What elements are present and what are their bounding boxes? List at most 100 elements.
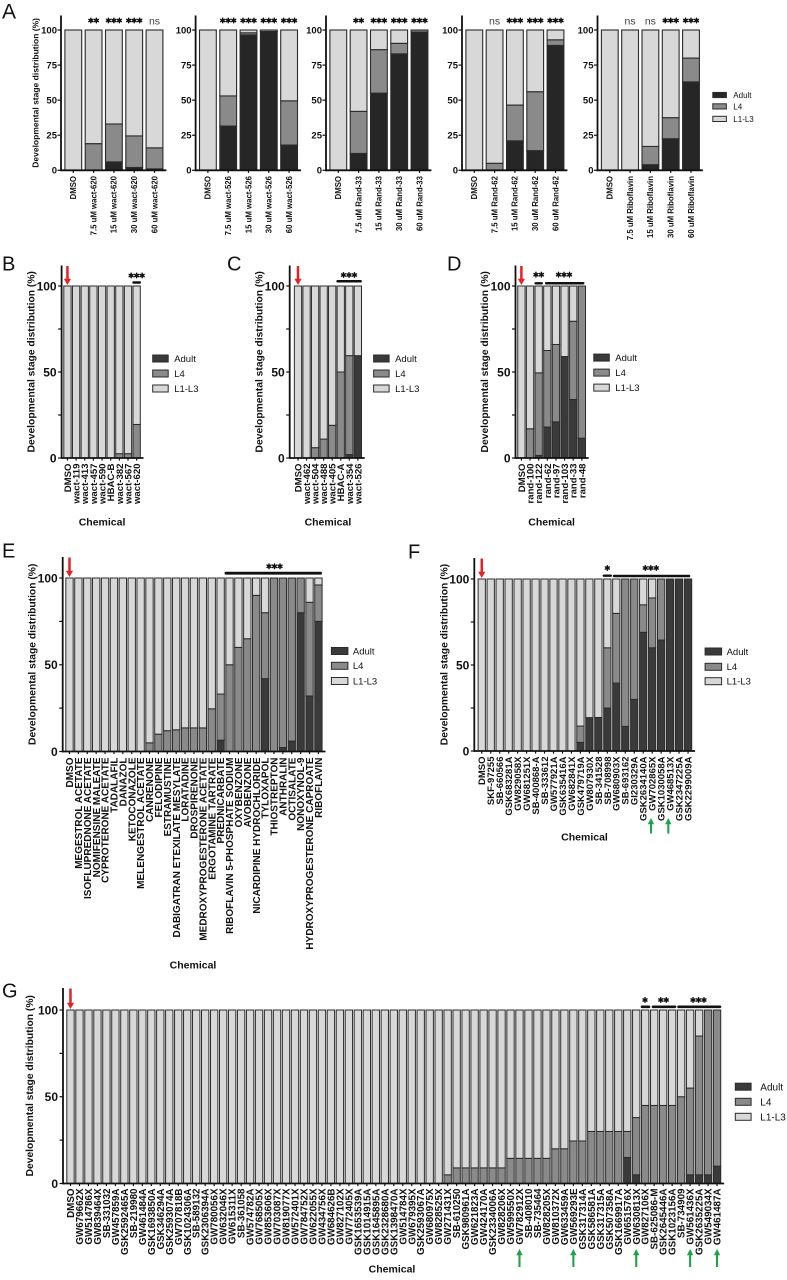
- svg-text:GSK2645446A: GSK2645446A: [659, 1189, 670, 1255]
- svg-text:GSK2635225A: GSK2635225A: [695, 1189, 706, 1255]
- svg-text:GSK586581A: GSK586581A: [587, 1189, 598, 1250]
- svg-text:100: 100: [176, 25, 192, 36]
- svg-text:SB-693162: SB-693162: [621, 757, 632, 805]
- svg-text:Developmental stage distributi: Developmental stage distribution (%): [27, 564, 38, 745]
- svg-text:GSK2334006A: GSK2334006A: [488, 1189, 499, 1255]
- svg-text:PREDNICARBATE: PREDNICARBATE: [216, 757, 227, 843]
- svg-text:L4: L4: [395, 369, 406, 380]
- svg-text:0: 0: [588, 166, 593, 177]
- svg-text:0: 0: [186, 166, 191, 177]
- svg-text:L1-L3: L1-L3: [615, 383, 639, 394]
- svg-text:GSK1645895A: GSK1645895A: [371, 1189, 382, 1255]
- svg-text:GSK317315A: GSK317315A: [596, 1189, 607, 1250]
- svg-text:GW768505X: GW768505X: [255, 1188, 266, 1245]
- svg-text:rand-122: rand-122: [534, 464, 545, 504]
- svg-text:SB-625086-M: SB-625086-M: [650, 1189, 661, 1250]
- svg-text:SB-400868-A: SB-400868-A: [531, 756, 542, 814]
- svg-text:Developmental stage distributi: Developmental stage distribution (%): [25, 995, 36, 1176]
- svg-text:7.5 uM Rand-62: 7.5 uM Rand-62: [490, 175, 499, 233]
- svg-text:DMSO: DMSO: [470, 176, 479, 199]
- svg-text:rand-103: rand-103: [560, 464, 571, 504]
- svg-text:GSK635416A: GSK635416A: [558, 756, 569, 815]
- svg-text:Adult: Adult: [615, 353, 637, 364]
- svg-text:GW457859A: GW457859A: [111, 1189, 122, 1246]
- svg-text:50: 50: [181, 96, 192, 107]
- svg-text:wact-354: wact-354: [345, 463, 356, 505]
- svg-text:7.5 uM wact-620: 7.5 uM wact-620: [89, 175, 98, 235]
- svg-text:60 uM Rand-62: 60 uM Rand-62: [551, 175, 560, 231]
- svg-text:GSK1669917A: GSK1669917A: [614, 1189, 625, 1255]
- svg-text:wact-526: wact-526: [353, 464, 364, 506]
- svg-text:rand-33: rand-33: [569, 464, 580, 499]
- svg-text:50: 50: [311, 96, 322, 107]
- svg-text:GW707818B: GW707818B: [174, 1189, 185, 1246]
- svg-text:LORATADINE: LORATADINE: [181, 757, 192, 821]
- svg-text:E: E: [2, 541, 15, 563]
- svg-text:SB-660566: SB-660566: [495, 757, 506, 805]
- svg-text:75: 75: [46, 61, 57, 72]
- svg-text:100: 100: [449, 572, 469, 586]
- svg-text:SB-708998: SB-708998: [603, 757, 614, 805]
- svg-text:GW271431X: GW271431X: [443, 1188, 454, 1245]
- svg-text:L4: L4: [727, 662, 738, 673]
- svg-text:75: 75: [447, 61, 458, 72]
- svg-text:CYPROTERONE ACETATE: CYPROTERONE ACETATE: [101, 757, 112, 883]
- svg-text:Chemical: Chemical: [561, 832, 608, 844]
- svg-text:wact-119: wact-119: [72, 464, 83, 505]
- svg-text:SB-331032: SB-331032: [102, 1188, 113, 1238]
- svg-text:DABIGATRAN ETEXILATE MESYLATE: DABIGATRAN ETEXILATE MESYLATE: [172, 757, 183, 937]
- svg-text:100: 100: [306, 25, 322, 36]
- svg-text:GSK317314A: GSK317314A: [578, 1189, 589, 1250]
- svg-text:GW807930X: GW807930X: [585, 756, 596, 811]
- svg-text:L4: L4: [174, 369, 185, 380]
- svg-text:FELODIPINE: FELODIPINE: [154, 757, 165, 817]
- svg-text:L4: L4: [733, 102, 742, 111]
- svg-text:Developmental stage distributi: Developmental stage distribution (%): [30, 18, 40, 168]
- svg-text:DMSO: DMSO: [517, 463, 528, 492]
- svg-text:GSK980961A: GSK980961A: [461, 1189, 472, 1250]
- svg-text:GW572401X: GW572401X: [291, 1188, 302, 1245]
- svg-text:GW828525X: GW828525X: [434, 1188, 445, 1245]
- svg-text:GW853606X: GW853606X: [264, 1188, 275, 1245]
- svg-text:Chemical: Chemical: [528, 517, 575, 529]
- svg-text:Developmental stage distributi: Developmental stage distribution (%): [254, 271, 265, 452]
- svg-text:ns: ns: [489, 16, 500, 28]
- svg-text:ISOFLUPREDNONE ACETATE: ISOFLUPREDNONE ACETATE: [83, 757, 94, 899]
- svg-text:rand-100: rand-100: [526, 464, 537, 504]
- svg-text:7.5 uM wact-526: 7.5 uM wact-526: [224, 175, 233, 235]
- svg-text:GW772405X: GW772405X: [344, 1188, 355, 1245]
- svg-text:RIBOFLAVIN 5-PHOSPHATE SODIUM: RIBOFLAVIN 5-PHOSPHATE SODIUM: [225, 758, 236, 934]
- svg-text:wact-462: wact-462: [302, 464, 313, 506]
- svg-text:GSK2299009A: GSK2299009A: [683, 756, 694, 821]
- svg-text:GW679662X: GW679662X: [75, 1188, 86, 1245]
- svg-text:25: 25: [46, 131, 57, 142]
- svg-text:15 uM wact-620: 15 uM wact-620: [110, 175, 119, 233]
- svg-text:SB-341528: SB-341528: [594, 757, 605, 805]
- svg-text:L1-L3: L1-L3: [353, 676, 377, 687]
- svg-text:GW424170A: GW424170A: [479, 1189, 490, 1246]
- svg-text:L4: L4: [760, 1097, 772, 1108]
- svg-text:KETOCONAZOLE: KETOCONAZOLE: [127, 757, 138, 841]
- svg-text:30 uM Rand-33: 30 uM Rand-33: [395, 175, 404, 231]
- svg-text:GW828206X: GW828206X: [497, 1188, 508, 1245]
- svg-text:GW514786X: GW514786X: [84, 1188, 95, 1245]
- svg-text:ANTHRALIN: ANTHRALIN: [278, 758, 289, 816]
- svg-text:TYLOXAPOL: TYLOXAPOL: [261, 758, 272, 819]
- svg-text:75: 75: [583, 61, 594, 72]
- svg-text:GSK2306394A: GSK2306394A: [201, 1189, 212, 1255]
- svg-text:30 uM wact-620: 30 uM wact-620: [130, 175, 139, 233]
- svg-text:GW630813X: GW630813X: [632, 1188, 643, 1245]
- svg-text:wact-590: wact-590: [98, 464, 109, 506]
- svg-text:L4: L4: [615, 368, 626, 379]
- svg-text:0: 0: [463, 744, 470, 758]
- svg-text:ns: ns: [625, 16, 636, 28]
- svg-text:100: 100: [37, 279, 57, 293]
- svg-text:MEGESTROL ACETATE: MEGESTROL ACETATE: [74, 757, 85, 869]
- svg-text:DMSO: DMSO: [606, 176, 615, 199]
- svg-text:0: 0: [50, 451, 57, 465]
- svg-text:100: 100: [41, 25, 57, 36]
- svg-text:GW549034X: GW549034X: [704, 1188, 715, 1245]
- svg-text:75: 75: [181, 61, 192, 72]
- svg-text:TADALAFIL: TADALAFIL: [110, 758, 121, 813]
- svg-text:0: 0: [504, 451, 511, 465]
